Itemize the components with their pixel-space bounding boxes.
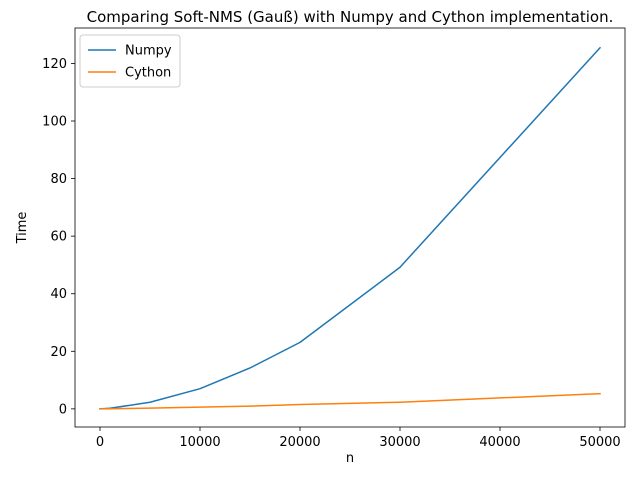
- series-line-numpy: [99, 46, 602, 410]
- y-axis-label: Time: [15, 212, 30, 245]
- legend-label-cython: Cython: [125, 66, 171, 81]
- axes-frame: [74, 27, 626, 428]
- y-tick-label: 120: [42, 57, 67, 72]
- legend-label-numpy: Numpy: [125, 44, 172, 59]
- plot-area: [99, 46, 602, 410]
- y-axis-ticks: 0 20 40 60 80 100 120: [42, 57, 75, 417]
- chart-title: Comparing Soft-NMS (Gauß) with Numpy and…: [87, 8, 614, 26]
- y-tick-label: 20: [50, 345, 67, 360]
- x-tick-label: 30000: [379, 435, 420, 450]
- series-line-cython: [99, 392, 601, 410]
- x-tick-label: 0: [96, 435, 104, 450]
- x-axis-ticks: 0 10000 20000 30000 40000 50000: [96, 427, 621, 450]
- y-tick-label: 80: [50, 172, 67, 187]
- x-tick-label: 50000: [579, 435, 620, 450]
- legend-box: [79, 34, 181, 88]
- x-axis-label: n: [346, 451, 354, 466]
- y-tick-label: 60: [50, 230, 67, 245]
- x-tick-label: 40000: [479, 435, 520, 450]
- y-tick-label: 100: [42, 114, 67, 129]
- x-tick-label: 10000: [179, 435, 220, 450]
- legend: Numpy Cython: [79, 34, 181, 88]
- y-tick-label: 0: [59, 402, 67, 417]
- x-tick-label: 20000: [279, 435, 320, 450]
- y-tick-label: 40: [50, 287, 67, 302]
